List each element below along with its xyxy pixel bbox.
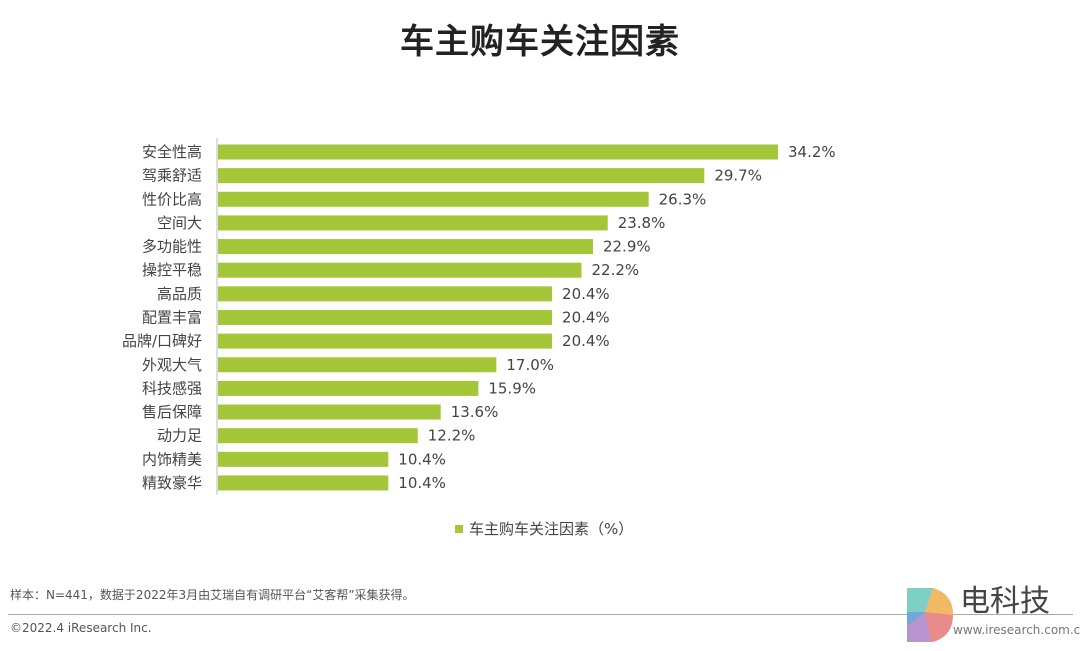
- value-label: 34.2%: [788, 143, 836, 161]
- bar: [218, 451, 389, 467]
- bar: [218, 168, 705, 184]
- footer-divider: [8, 614, 1073, 615]
- category-label: 操控平稳: [142, 261, 202, 279]
- value-label: 22.2%: [592, 261, 640, 279]
- category-label: 外观大气: [142, 356, 202, 374]
- bar: [218, 262, 582, 278]
- bar: [218, 286, 553, 302]
- value-label: 12.2%: [428, 427, 476, 445]
- bar: [218, 428, 418, 444]
- category-label: 高品质: [157, 285, 202, 303]
- category-label: 性价比高: [142, 190, 202, 208]
- value-label: 17.0%: [506, 356, 554, 374]
- category-label: 售后保障: [142, 403, 202, 421]
- category-label: 驾乘舒适: [142, 167, 202, 185]
- logo-text: 电科技: [960, 584, 1050, 619]
- logo-url: www.iresearch.com.cn: [953, 623, 1080, 637]
- bar: [218, 215, 608, 231]
- bar: [218, 309, 553, 325]
- value-label: 15.9%: [488, 379, 536, 397]
- category-label: 多功能性: [142, 238, 202, 256]
- iresearch-logo: 电科技 www.iresearch.com.cn: [905, 584, 1080, 648]
- bar: [218, 239, 593, 255]
- legend-swatch: [455, 524, 463, 533]
- value-label: 29.7%: [714, 167, 762, 185]
- legend: 车主购车关注因素（%）: [455, 518, 633, 539]
- value-label: 10.4%: [398, 450, 446, 468]
- category-label: 科技感强: [142, 379, 202, 397]
- copyright: ©2022.4 iResearch Inc.: [10, 621, 152, 635]
- bar: [218, 333, 553, 349]
- category-label: 精致豪华: [142, 474, 202, 492]
- category-label: 品牌/口碑好: [122, 332, 202, 350]
- bar: [218, 475, 389, 491]
- category-label: 配置丰富: [142, 308, 202, 326]
- bar: [218, 144, 778, 160]
- value-label: 10.4%: [398, 474, 446, 492]
- category-label: 空间大: [157, 214, 202, 232]
- legend-label: 车主购车关注因素（%）: [469, 520, 634, 538]
- bar: [218, 404, 441, 420]
- value-label: 22.9%: [603, 238, 651, 256]
- bar: [218, 191, 649, 207]
- value-label: 20.4%: [562, 285, 610, 303]
- value-label: 23.8%: [618, 214, 666, 232]
- bar: [218, 380, 479, 396]
- logo-mark-icon: [907, 588, 953, 642]
- value-label: 13.6%: [451, 403, 499, 421]
- value-label: 26.3%: [659, 190, 707, 208]
- category-label: 动力足: [157, 427, 202, 445]
- bar: [218, 357, 497, 373]
- value-label: 20.4%: [562, 308, 610, 326]
- category-label: 内饰精美: [142, 450, 202, 468]
- category-label: 安全性高: [142, 143, 202, 161]
- value-label: 20.4%: [562, 332, 610, 350]
- sample-note: 样本：N=441，数据于2022年3月由艾瑞自有调研平台“艾客帮”采集获得。: [10, 588, 415, 602]
- chart-title: 车主购车关注因素: [400, 22, 680, 62]
